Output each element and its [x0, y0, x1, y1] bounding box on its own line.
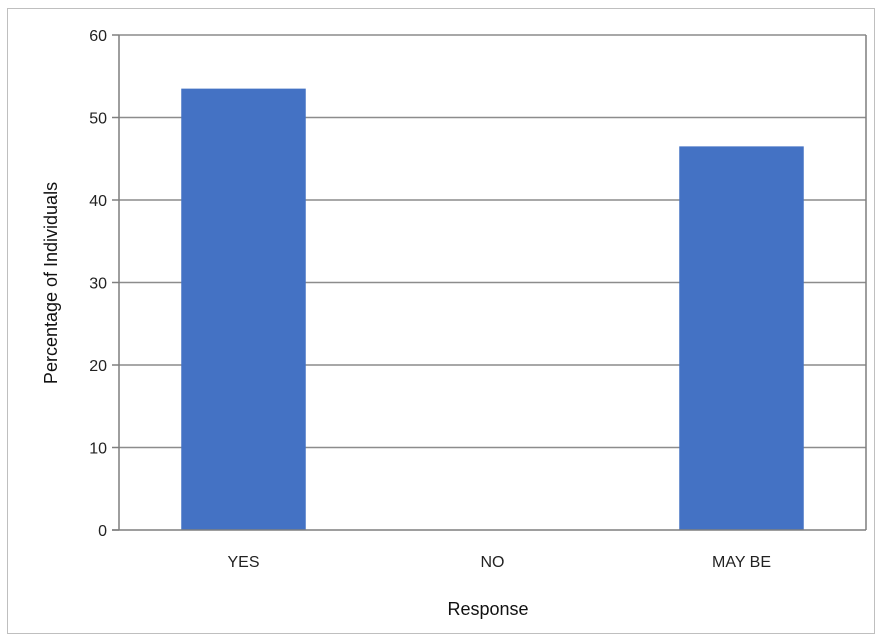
x-tick-label: MAY BE — [712, 554, 771, 571]
y-tick-label: 10 — [89, 441, 107, 458]
y-tick-label: 60 — [89, 28, 107, 45]
y-tick-label: 40 — [89, 193, 107, 210]
x-tick-label: NO — [481, 554, 505, 571]
y-tick-label: 30 — [89, 276, 107, 293]
bar — [679, 146, 804, 530]
bar — [181, 88, 306, 530]
x-axis-title: Response — [447, 599, 528, 619]
y-tick-label: 50 — [89, 111, 107, 128]
bars — [181, 88, 804, 530]
axes — [112, 34, 867, 531]
y-tick-label: 0 — [98, 523, 107, 540]
y-tick-label: 20 — [89, 358, 107, 375]
x-tick-label: YES — [227, 554, 259, 571]
y-axis-title: Percentage of Individuals — [41, 182, 61, 384]
tick-labels: 0 10 20 30 40 50 60 YES NO MAY BE — [89, 28, 771, 571]
